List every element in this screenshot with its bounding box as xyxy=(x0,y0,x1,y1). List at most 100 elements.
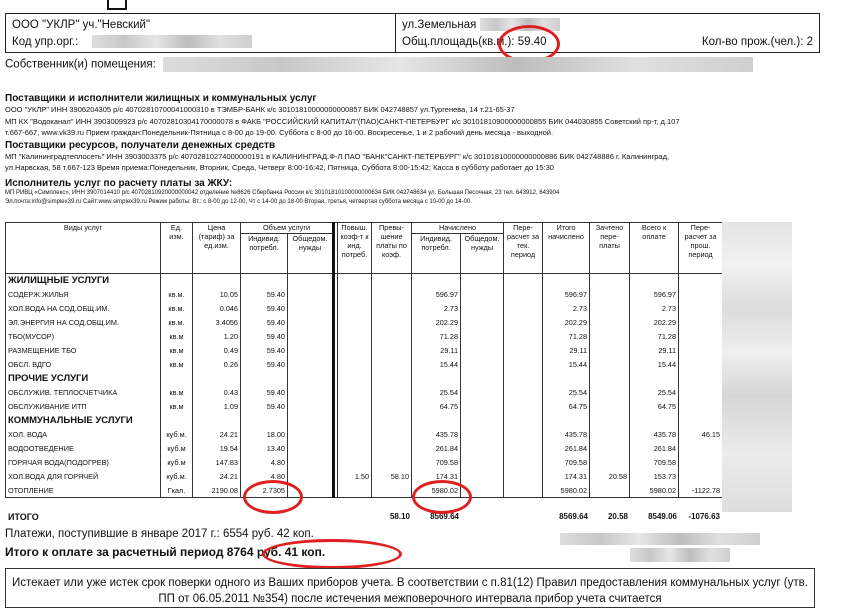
empty-cell xyxy=(192,371,241,386)
empty-cell xyxy=(678,287,726,302)
resources-title: Поставщики ресурсов, получатели денежных… xyxy=(5,139,276,151)
empty-cell xyxy=(337,273,373,288)
empty-cell xyxy=(589,455,631,470)
empty-cell xyxy=(678,441,726,456)
cell-price: 0.046 xyxy=(192,301,241,316)
cell-name: СОДЕРЖ.ЖИЛЬЯ xyxy=(5,287,161,302)
empty-cell xyxy=(286,301,335,316)
empty-cell xyxy=(160,413,193,428)
empty-cell xyxy=(503,413,544,428)
table-row: ЭЛ.ЭНЕРГИЯ НА СОД.ОБЩ.ИМ. кв.м. 3.4056 59.4… xyxy=(5,315,726,330)
empty-cell xyxy=(371,441,413,456)
empty-cell xyxy=(629,413,680,428)
cell-ch: 64.75 xyxy=(411,399,462,414)
empty-cell xyxy=(589,329,631,344)
empty-cell xyxy=(286,315,335,330)
section-title: КОММУНАЛЬНЫЕ УСЛУГИ xyxy=(5,413,161,428)
empty-cell xyxy=(371,343,413,358)
empty-cell xyxy=(371,315,413,330)
providers-title: Поставщики и исполнители жилищных и комм… xyxy=(5,93,317,104)
empty-cell xyxy=(542,371,591,386)
empty-cell xyxy=(589,357,631,372)
cell-vol: 59.40 xyxy=(240,315,288,330)
redacted-column xyxy=(722,222,792,512)
residents-value: 2 xyxy=(806,36,813,48)
col-unit: Ед. изм. xyxy=(160,222,193,274)
cell-price: 2190.08 xyxy=(192,483,241,498)
empty-cell xyxy=(192,273,241,288)
section-row: КОММУНАЛЬНЫЕ УСЛУГИ xyxy=(5,413,726,428)
table-row: РАЗМЕЩЕНИЕ ТБО кв.м 0.49 59.40 29.11 29.11 29.… xyxy=(5,343,726,358)
owner-row: Собственник(и) помещения: xyxy=(5,57,754,72)
redacted-owner xyxy=(163,57,754,72)
empty-cell xyxy=(460,287,505,302)
cell-vol: 59.40 xyxy=(240,329,288,344)
cell-pay: 29.11 xyxy=(629,343,680,358)
col-recalc: Пере-расчет за тек. период xyxy=(503,222,544,274)
empty-cell xyxy=(678,455,726,470)
redacted-info xyxy=(560,533,760,545)
empty-cell xyxy=(503,371,544,386)
empty-cell xyxy=(240,273,288,288)
empty-cell xyxy=(460,343,505,358)
empty-cell xyxy=(286,273,335,288)
empty-cell xyxy=(286,399,335,414)
col-offset: Зачтено пере-платы xyxy=(589,222,631,274)
cell-name: ГОРЯЧАЯ ВОДА(ПОДОГРЕВ) xyxy=(5,455,161,470)
empty-cell xyxy=(371,273,413,288)
provider-line: т.667-667, www.vk39.ru Прием граждан:Пон… xyxy=(5,128,554,137)
cell-name: ВОДООТВЕДЕНИЕ xyxy=(5,441,161,456)
cell-pay: 25.54 xyxy=(629,385,680,400)
management-org: ООО "УКЛР" уч."Невский" xyxy=(12,19,151,31)
cell-ch: 25.54 xyxy=(411,385,462,400)
highlight-circle-due xyxy=(262,539,402,569)
col-vol-ind: Индивид. потребл. xyxy=(240,233,288,274)
cell-pay: 153.73 xyxy=(629,469,680,484)
empty-cell xyxy=(503,315,544,330)
section-row: ПРОЧИЕ УСЛУГИ xyxy=(5,371,726,386)
empty-cell xyxy=(411,371,462,386)
cell-total: 709.58 xyxy=(542,455,591,470)
empty-cell xyxy=(160,371,193,386)
col-service: Виды услуг xyxy=(5,222,161,274)
col-ch-common: Общедом. нужды xyxy=(460,233,505,274)
empty-cell xyxy=(678,357,726,372)
residents-label: Кол-во прож.(чел.): xyxy=(701,36,804,48)
cell-coef: 1.50 xyxy=(337,469,373,484)
empty-cell xyxy=(286,427,335,442)
table-row: ОБСЛУЖИВ. ТЕПЛОСЧЕТЧИКА кв.м 0.43 59.40 25.5… xyxy=(5,385,726,400)
empty-cell xyxy=(503,287,544,302)
cell-price: 0.49 xyxy=(192,343,241,358)
cell-name: ЭЛ.ЭНЕРГИЯ НА СОД.ОБЩ.ИМ. xyxy=(5,315,161,330)
cell-unit: кв.м xyxy=(160,343,193,358)
empty-cell xyxy=(629,371,680,386)
col-to-pay: Всего к оплате xyxy=(629,222,680,274)
empty-cell xyxy=(286,413,335,428)
empty-cell xyxy=(678,371,726,386)
empty-cell xyxy=(460,315,505,330)
cell-total: 2.73 xyxy=(542,301,591,316)
empty-cell xyxy=(589,371,631,386)
empty-cell xyxy=(678,343,726,358)
payments-received: Платежи, поступившие в январе 2017 г.: 6… xyxy=(5,528,314,540)
empty-cell xyxy=(371,329,413,344)
col-volume: Объем услуги xyxy=(239,222,335,234)
empty-cell xyxy=(460,357,505,372)
cell-ch: 15.44 xyxy=(411,357,462,372)
empty-cell xyxy=(286,287,335,302)
empty-cell xyxy=(589,287,631,302)
empty-cell xyxy=(542,413,591,428)
empty-cell xyxy=(629,273,680,288)
cell-unit: куб.м xyxy=(160,455,193,470)
empty-cell xyxy=(286,343,335,358)
col-excess: Превы-шение платы по коэф. xyxy=(371,222,413,274)
area-label: Общ.площадь(кв.м.): xyxy=(402,36,515,48)
empty-cell xyxy=(678,273,726,288)
cell-unit: кв.м. xyxy=(160,301,193,316)
cell-total: 25.54 xyxy=(542,385,591,400)
cell-pay: 15.44 xyxy=(629,357,680,372)
cell-pay: 2.73 xyxy=(629,301,680,316)
empty-cell xyxy=(589,385,631,400)
cell-price: 3.4056 xyxy=(192,315,241,330)
received-label: Платежи, поступившие в январе 2017 г.: xyxy=(5,528,220,540)
